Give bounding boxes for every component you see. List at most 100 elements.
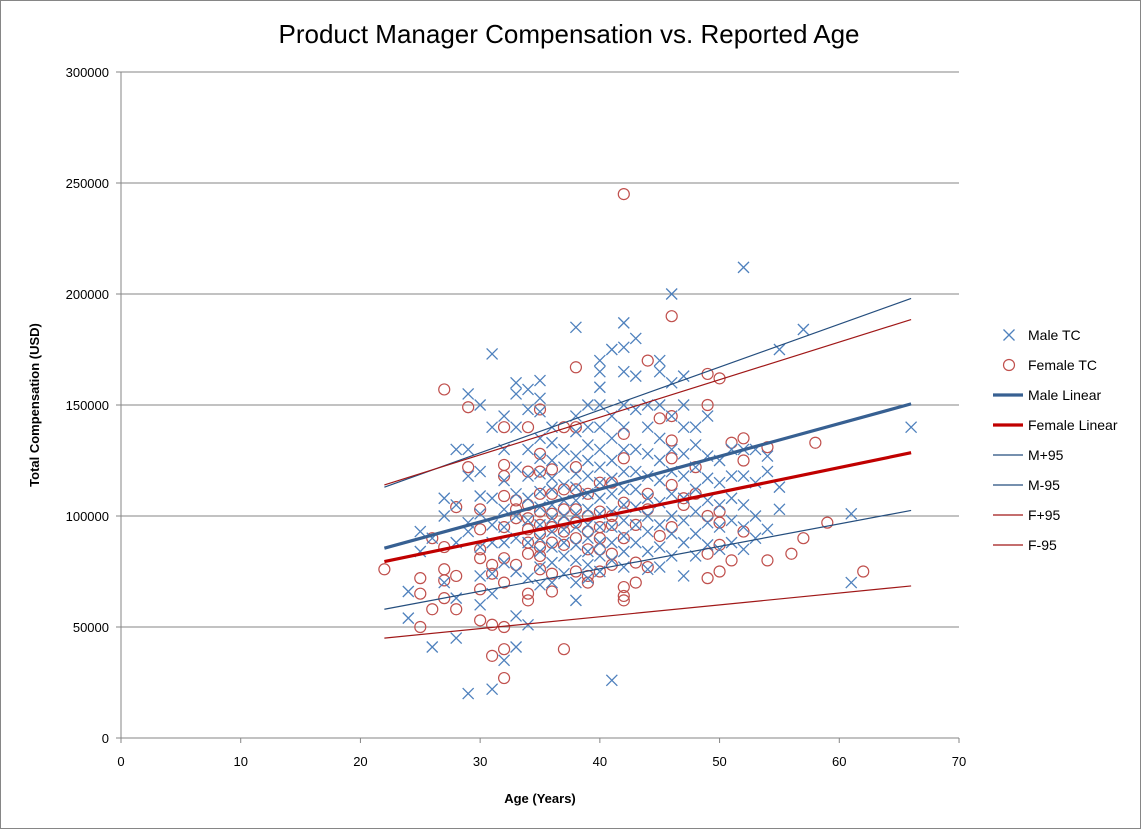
f-95-line <box>384 585 912 639</box>
female-tc-point <box>533 563 547 576</box>
male-tc-point <box>773 343 786 356</box>
legend-m-95-label: M-95 <box>1028 477 1060 493</box>
male-tc-point <box>677 569 690 582</box>
male-tc-point <box>474 465 487 478</box>
female-tc-point <box>617 589 630 603</box>
female-tc-point <box>617 532 630 545</box>
male-tc-point <box>581 454 594 467</box>
female-tc-point <box>629 518 642 531</box>
male-tc-point <box>581 470 594 482</box>
male-tc-point <box>522 470 534 482</box>
female-tc-point <box>797 532 810 545</box>
female-tc-point <box>725 436 738 449</box>
male-tc-point <box>474 569 487 582</box>
male-tc-point <box>581 439 594 451</box>
x-tick-label: 10 <box>233 754 247 769</box>
male-tc-point <box>593 492 606 505</box>
male-tc-point <box>677 447 690 460</box>
female-tc-point <box>617 452 630 465</box>
male-tc-point <box>629 332 642 345</box>
male-tc-point <box>498 556 511 569</box>
male-tc-point <box>701 410 714 423</box>
male-tc-point <box>761 523 774 536</box>
male-tc-point <box>569 507 582 520</box>
female-tc-point <box>486 558 499 571</box>
female-tc-point <box>414 587 427 600</box>
female-tc-point <box>509 558 523 571</box>
female-tc-point <box>617 188 630 201</box>
female-tc-point <box>641 354 654 367</box>
male-tc-point <box>510 461 523 474</box>
male-tc-point <box>749 532 762 545</box>
male-tc-point <box>534 392 546 405</box>
male-tc-point <box>534 452 546 465</box>
female-tc-point <box>737 525 750 538</box>
y-tick-label: 300000 <box>66 65 109 80</box>
male-tc-point <box>593 536 606 549</box>
m-95-line <box>384 509 912 610</box>
male-tc-point <box>629 483 642 496</box>
male-tc-point <box>653 541 666 554</box>
female-tc-point <box>641 560 654 574</box>
female-tc-point <box>581 576 594 589</box>
male-tc-point <box>426 641 439 653</box>
male-tc-point <box>450 443 463 456</box>
female-tc-point <box>474 543 487 556</box>
male-tc-point <box>498 474 511 487</box>
male-tc-point <box>522 403 534 416</box>
y-tick-label: 100000 <box>66 509 109 524</box>
male-tc-point <box>569 481 582 494</box>
female-tc-point <box>701 572 714 585</box>
female-tc-point <box>761 554 774 567</box>
male-tc-point <box>402 585 415 598</box>
male-tc-point <box>498 410 511 423</box>
female-tc-point <box>509 494 523 507</box>
male-tc-point <box>617 530 630 542</box>
male-tc-point <box>605 432 618 445</box>
male-tc-point <box>510 487 523 500</box>
male-linear-line <box>383 402 912 550</box>
female-tc-point <box>593 543 606 556</box>
male-tc-point <box>605 487 618 500</box>
male-tc-point <box>665 288 678 300</box>
female-tc-point <box>521 465 535 478</box>
x-tick-label: 50 <box>712 754 726 769</box>
male-tc-point <box>474 507 487 520</box>
male-tc-point <box>617 365 630 378</box>
y-tick-label: 50000 <box>73 620 109 635</box>
male-tc-point <box>522 443 534 456</box>
male-tc-point <box>510 376 523 389</box>
female-tc-point <box>474 523 487 536</box>
male-tc-point <box>569 425 582 438</box>
female-tc-point <box>533 540 547 554</box>
female-tc-point <box>665 452 678 465</box>
female-tc-point <box>569 421 583 434</box>
male-tc-point <box>546 436 558 449</box>
female-tc-point <box>474 583 487 596</box>
male-tc-point <box>617 421 630 434</box>
y-tick-label: 200000 <box>66 287 109 302</box>
male-tc-point <box>569 554 582 567</box>
female-tc-point <box>378 563 391 576</box>
legend-male-tc-marker <box>1003 329 1015 341</box>
female-tc-point <box>665 520 678 534</box>
female-tc-point <box>533 487 547 500</box>
male-tc-point <box>593 461 606 474</box>
x-tick-label: 20 <box>353 754 367 769</box>
female-tc-point <box>426 603 439 616</box>
male-tc-point <box>605 521 618 534</box>
male-tc-point <box>474 490 487 502</box>
x-tick-label: 30 <box>473 754 487 769</box>
female-tc-point <box>569 503 583 516</box>
male-tc-point <box>546 541 558 554</box>
female-tc-point <box>581 525 594 538</box>
male-tc-point <box>534 467 546 480</box>
y-tick-label: 150000 <box>66 398 109 413</box>
female-tc-point <box>737 432 750 445</box>
male-tc-point <box>522 514 534 527</box>
male-tc-point <box>665 410 678 423</box>
female-tc-point <box>545 487 559 500</box>
male-tc-point <box>617 316 630 329</box>
male-tc-point <box>629 403 642 416</box>
male-tc-point <box>713 521 726 534</box>
